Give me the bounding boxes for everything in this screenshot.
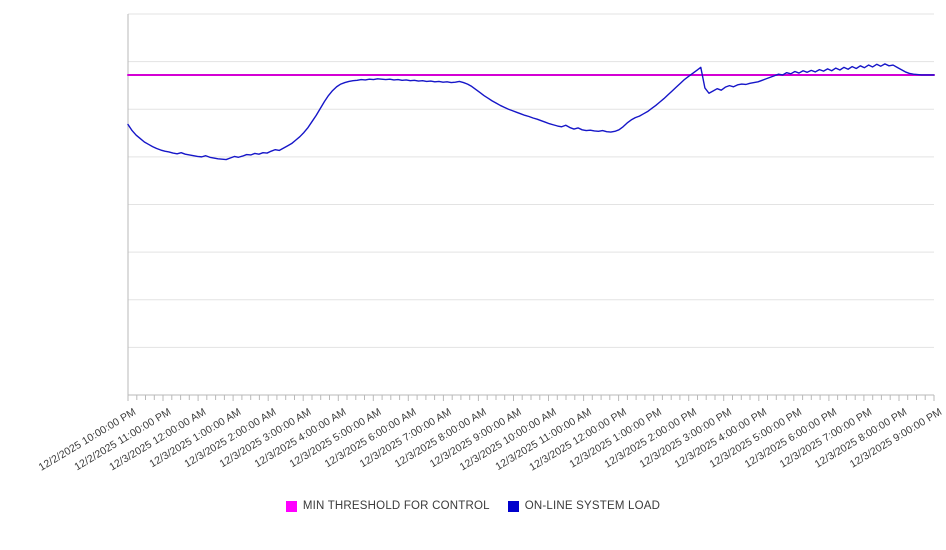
chart-plot-area: [127, 13, 935, 401]
legend-item[interactable]: ON-LINE SYSTEM LOAD: [507, 500, 661, 512]
x-axis-ticks: [127, 395, 935, 401]
x-axis-label-group: 12/2/2025 10:00:00 PM 12/2/2025 11:00:00 …: [0, 396, 946, 492]
legend-label: MIN THRESHOLD FOR CONTROL: [302, 500, 490, 512]
legend-color-swatch: [285, 500, 297, 512]
legend-label: ON-LINE SYSTEM LOAD: [524, 500, 661, 512]
chart-legend: MIN THRESHOLD FOR CONTROL ON-LINE SYSTEM …: [0, 496, 946, 516]
chart-container: 12/2/2025 10:00:00 PM 12/2/2025 11:00:00 …: [0, 13, 946, 516]
legend-color-swatch: [507, 500, 519, 512]
series-line-2: [127, 63, 935, 161]
legend-item[interactable]: MIN THRESHOLD FOR CONTROL: [285, 500, 490, 512]
